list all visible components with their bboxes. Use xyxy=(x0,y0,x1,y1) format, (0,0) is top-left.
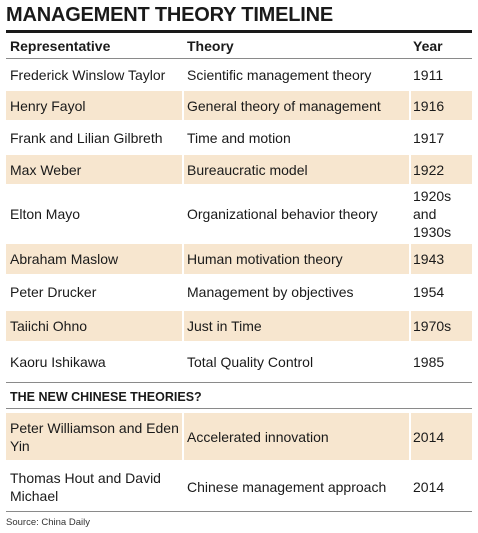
table-row: Thomas Hout and David Michael Chinese man… xyxy=(6,465,472,509)
row-shading xyxy=(184,155,409,184)
cell-year: 1943 xyxy=(413,251,445,267)
cell-year: 1911 xyxy=(413,67,444,83)
cell-representative: Frank and Lilian Gilbreth xyxy=(10,130,163,146)
cell-representative: Taiichi Ohno xyxy=(10,318,88,334)
table-row: Max Weber Bureaucratic model 1922 xyxy=(6,155,472,184)
table-row: Henry Fayol General theory of management 1… xyxy=(6,91,472,120)
cell-representative: Elton Mayo xyxy=(10,206,81,222)
table-row: Peter Drucker Management by objectives 195… xyxy=(6,278,472,306)
section-title: THE NEW CHINESE THEORIES? xyxy=(10,390,202,404)
row-shading xyxy=(6,155,182,184)
cell-representative: Frederick Winslow Taylor xyxy=(10,67,166,83)
cell-representative: Abraham Maslow xyxy=(10,251,119,267)
header-rule xyxy=(6,58,472,59)
table-row: Frederick Winslow Taylor Scientific manag… xyxy=(6,61,472,89)
row-shading xyxy=(6,413,182,460)
row-shading xyxy=(411,311,472,341)
row-shading xyxy=(411,244,472,274)
cell-year: 1954 xyxy=(413,284,445,300)
table-row: Kaoru Ishikawa Total Quality Control 1985 xyxy=(6,345,472,378)
row-shading xyxy=(411,91,472,120)
cell-representative: Peter Williamson and Eden Yin xyxy=(10,419,179,454)
table-row: Taiichi Ohno Just in Time 1970s xyxy=(6,311,472,341)
source-note: Source: China Daily xyxy=(6,517,90,528)
cell-year: 1920s and 1930s xyxy=(413,188,452,240)
row-shading xyxy=(411,155,472,184)
cell-year: 1916 xyxy=(413,97,445,114)
cell-representative: Thomas Hout and David Michael xyxy=(10,470,161,504)
cell-theory: Time and motion xyxy=(187,130,291,146)
page-title: MANAGEMENT THEORY TIMELINE xyxy=(6,4,334,26)
header-year: Year xyxy=(413,38,443,54)
row-shading xyxy=(411,413,472,460)
header-representative: Representative xyxy=(10,38,111,54)
cell-theory: Just in Time xyxy=(187,318,262,334)
table-row: Peter Williamson and Eden Yin Accelerated… xyxy=(6,413,472,460)
cell-year: 1922 xyxy=(413,161,445,178)
header-theory: Theory xyxy=(187,38,234,54)
cell-year: 2014 xyxy=(413,479,445,495)
row-shading xyxy=(184,413,409,460)
cell-theory: Total Quality Control xyxy=(187,353,314,370)
row-shading xyxy=(184,91,409,120)
cell-year: 1985 xyxy=(413,353,445,370)
cell-year: 1917 xyxy=(413,130,445,146)
cell-theory: General theory of management xyxy=(187,97,381,114)
table-row: Abraham Maslow Human motivation theory 194… xyxy=(6,244,472,274)
row-shading xyxy=(6,91,182,120)
cell-representative: Kaoru Ishikawa xyxy=(10,353,106,370)
cell-theory: Management by objectives xyxy=(187,284,354,300)
row-shading xyxy=(6,244,182,274)
row-shading xyxy=(6,311,182,341)
table-row: Elton Mayo Organizational behavior theory… xyxy=(6,187,472,241)
section-rule-bottom xyxy=(6,408,472,409)
cell-representative: Max Weber xyxy=(10,161,82,178)
cell-theory: Human motivation theory xyxy=(187,251,343,267)
cell-theory: Chinese management approach xyxy=(187,479,387,495)
cell-theory: Scientific management theory xyxy=(187,67,372,83)
cell-theory: Organizational behavior theory xyxy=(187,206,378,222)
cell-theory: Bureaucratic model xyxy=(187,161,308,178)
row-shading xyxy=(184,311,409,341)
cell-year: 2014 xyxy=(413,428,445,445)
cell-representative: Henry Fayol xyxy=(10,97,86,114)
cell-year: 1970s xyxy=(413,318,452,334)
table-row: Frank and Lilian Gilbreth Time and motion… xyxy=(6,124,472,152)
cell-theory: Accelerated innovation xyxy=(187,428,329,445)
cell-representative: Peter Drucker xyxy=(10,284,97,300)
footer-rule xyxy=(6,511,472,512)
section-rule-top xyxy=(6,382,472,383)
title-rule xyxy=(6,30,472,33)
row-shading xyxy=(184,244,409,274)
